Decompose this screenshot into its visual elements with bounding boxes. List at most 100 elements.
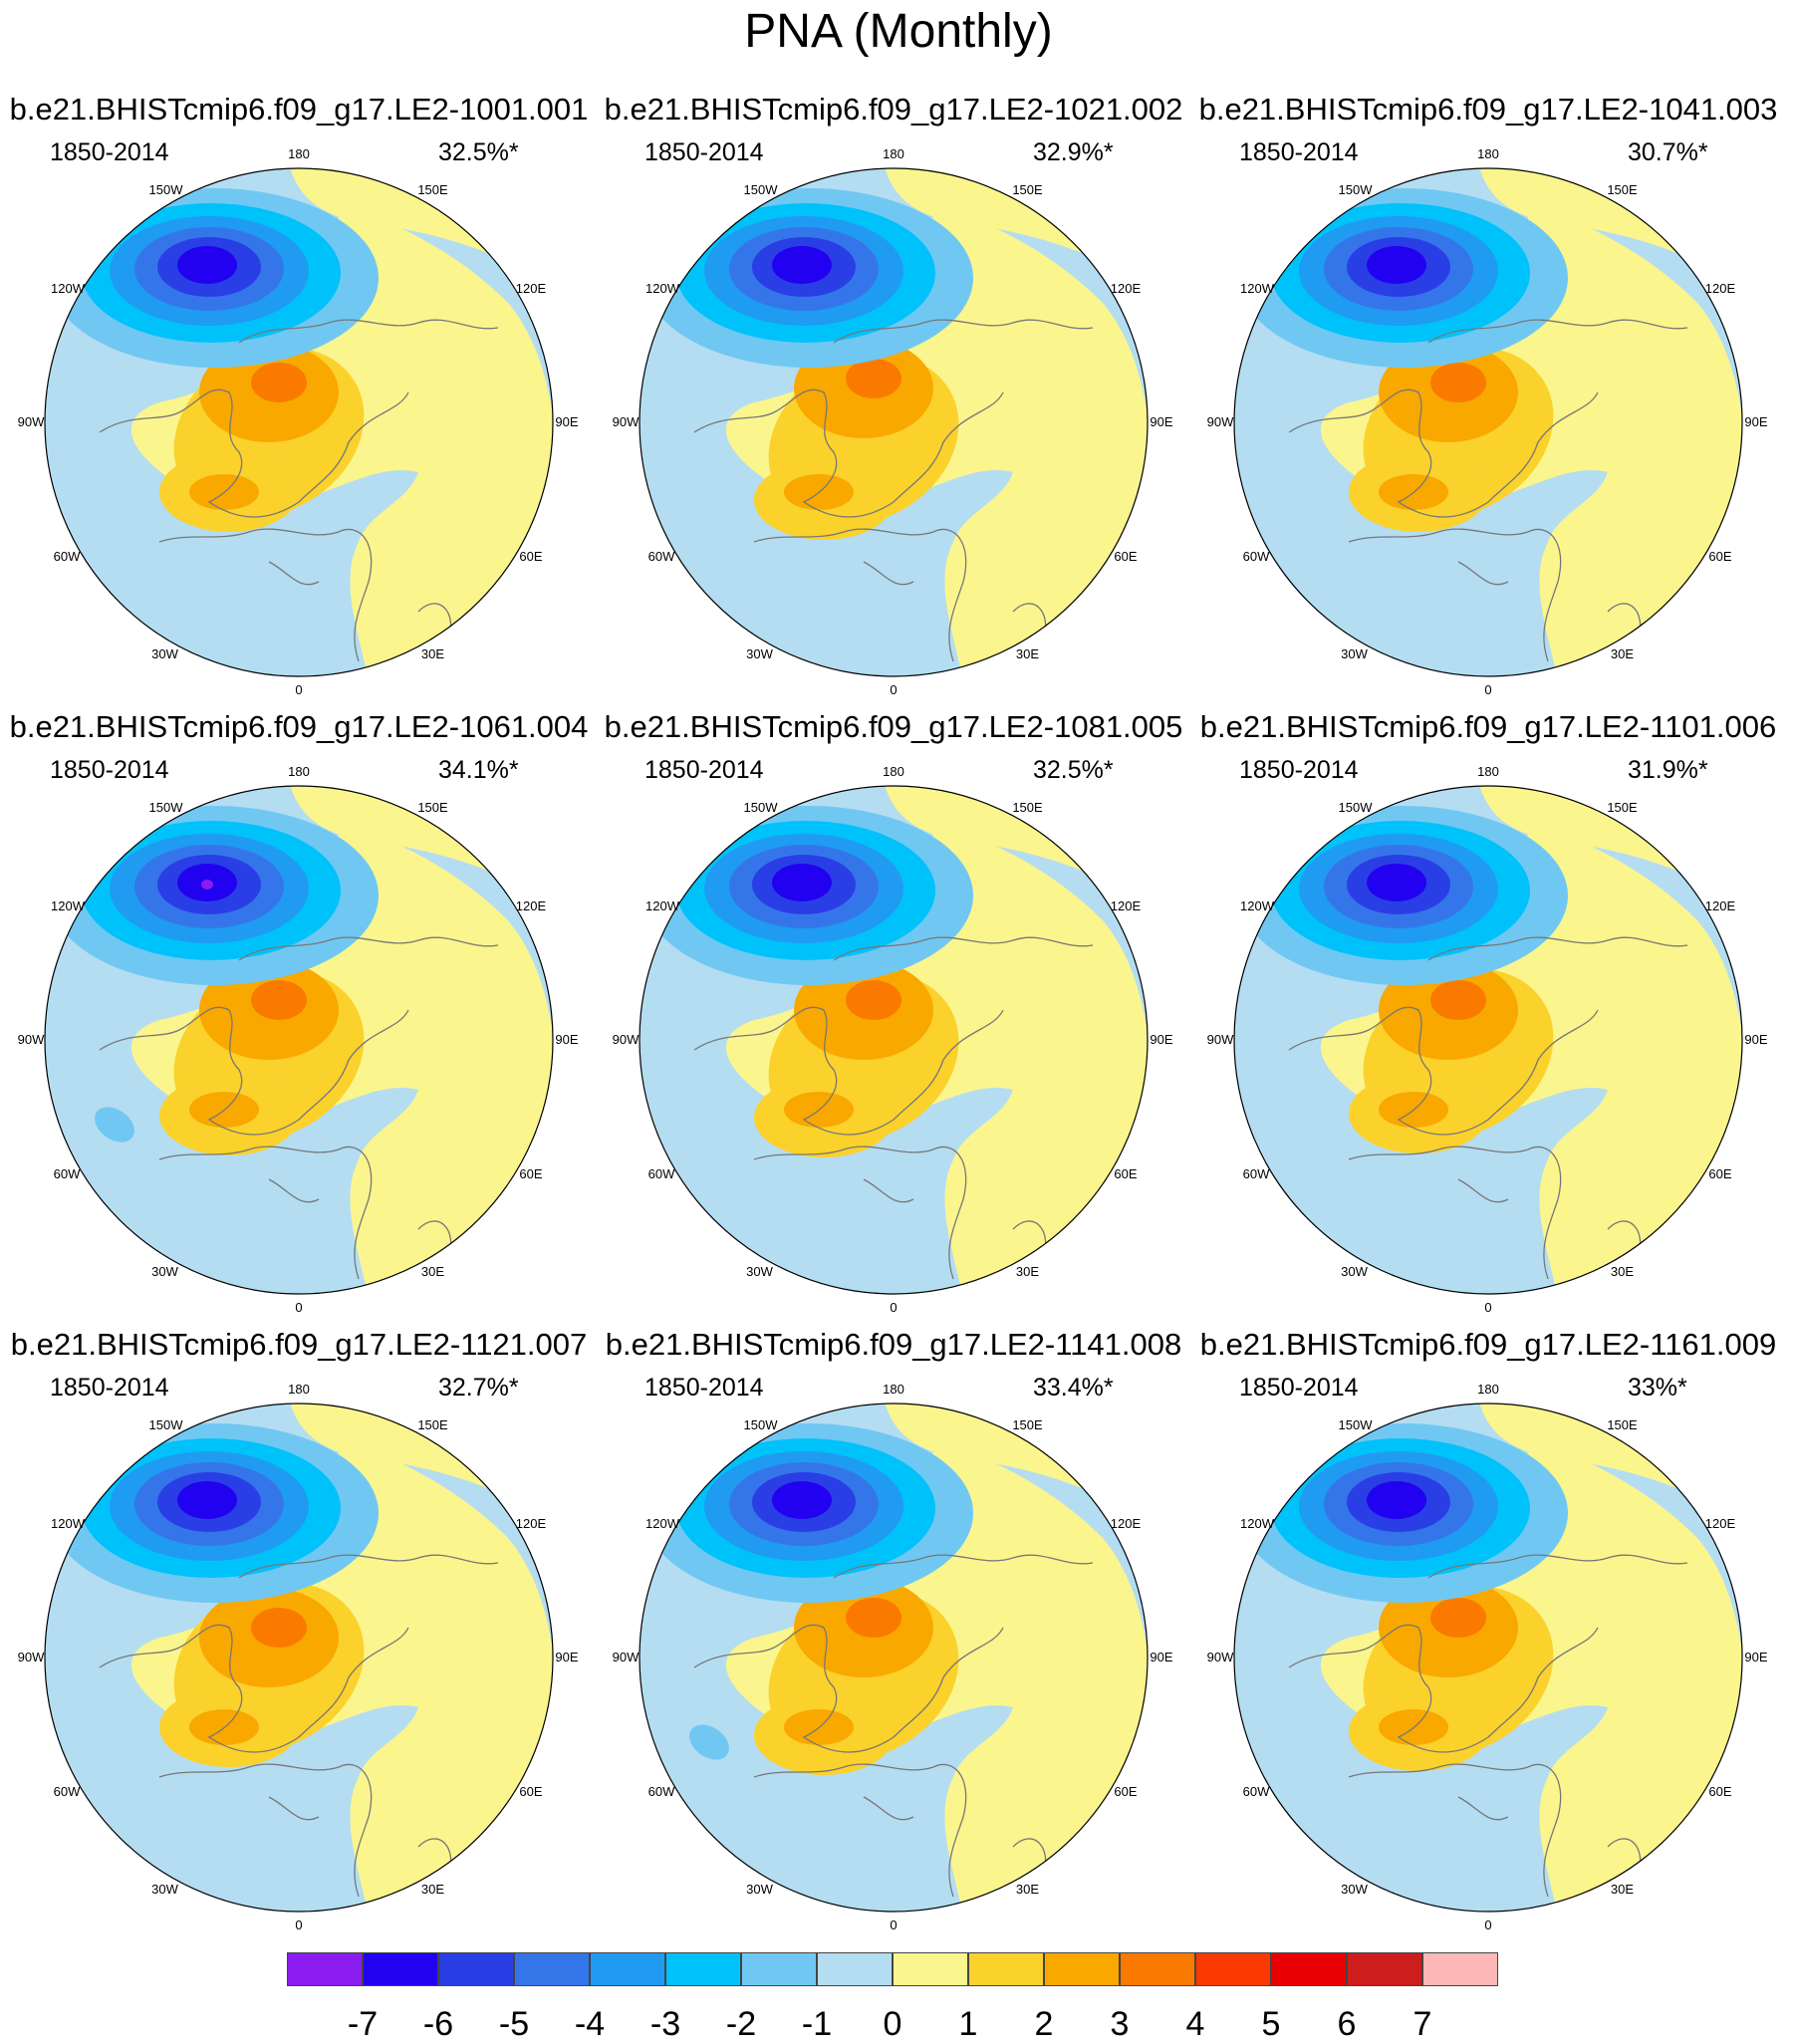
longitude-label: 30W [151,1263,178,1279]
longitude-label: 0 [890,1917,898,1932]
longitude-label: 30E [1610,1881,1635,1897]
longitude-label: 30E [420,645,445,661]
panel-variance-percent: 33%* [1628,1374,1687,1402]
polar-map [1233,785,1743,1295]
colorbar-swatch [968,1952,1044,1986]
map-panel: b.e21.BHISTcmip6.f09_g17.LE2-1141.008 185… [595,1325,1192,1942]
longitude-label: 120E [1110,280,1142,296]
longitude-label: 60E [519,1165,543,1181]
longitude-label: 90E [555,414,579,429]
contour-field [640,168,1148,676]
longitude-label: 150W [1338,1417,1373,1433]
longitude-label: 30W [151,645,178,661]
colorbar-tick-label: 7 [1412,2005,1432,2043]
longitude-label: 180 [288,146,310,161]
map-boundary [1233,167,1743,677]
colorbar-swatch [741,1952,817,1986]
coastlines [693,1554,1094,1898]
positive-region-4 [846,1598,901,1638]
longitude-label: 150E [1012,182,1043,198]
colorbar-tick-label: 5 [1261,2005,1281,2043]
positive-region-4 [1430,363,1486,402]
longitude-label: 180 [883,1382,904,1397]
longitude-label: 30E [1610,1263,1635,1279]
panel-period: 1850-2014 [644,1374,764,1402]
colorbar-tick-label: -7 [347,2005,379,2043]
panel-variance-percent: 34.1%* [438,756,519,784]
longitude-label: 120W [1240,280,1274,296]
longitude-label: 0 [1484,682,1492,697]
negative-region-7 [772,1481,832,1519]
longitude-label: 120E [1704,280,1736,296]
longitude-label: 60W [647,1783,675,1799]
longitude-label: 30W [1341,1263,1368,1279]
map-boundary [1233,1403,1743,1913]
colorbar-swatch [590,1952,665,1986]
longitude-label: 120E [515,897,547,913]
coastlines [99,1554,499,1898]
panel-variance-percent: 32.5%* [438,138,519,166]
polar-map [639,785,1149,1295]
negative-region-7 [1367,1481,1426,1519]
longitude-label: 90W [17,1032,45,1047]
longitude-label: 30E [1015,645,1040,661]
longitude-label: 0 [295,682,303,697]
coastlines [693,319,1094,662]
longitude-label: 150E [417,800,448,816]
negative-region-8 [201,880,213,890]
negative-region-7 [772,864,832,901]
panel-title: b.e21.BHISTcmip6.f09_g17.LE2-1081.005 [604,709,1183,744]
longitude-label: 150E [1607,800,1638,816]
longitude-label: 60E [519,1783,543,1799]
map-panel: b.e21.BHISTcmip6.f09_g17.LE2-1101.006 185… [1189,707,1787,1325]
main-title: PNA (Monthly) [744,5,1053,58]
map-boundary [44,785,554,1295]
panel-period: 1850-2014 [644,756,764,784]
panel-period: 1850-2014 [1239,756,1359,784]
positive-region-4 [251,1608,307,1648]
longitude-label: 150W [148,800,183,816]
longitude-label: 150E [1012,800,1043,816]
longitude-label: 0 [295,1917,303,1932]
colorbar-tick-label: -3 [649,2005,681,2043]
longitude-label: 90E [1744,1032,1768,1047]
longitude-label: 90E [1744,414,1768,429]
longitude-label: 60E [1708,548,1732,564]
negative-blob-atlantic [689,1724,729,1760]
longitude-label: 30W [1341,1881,1368,1897]
panel-variance-percent: 32.7%* [438,1374,519,1402]
colorbar-swatch [438,1952,514,1986]
longitude-label: 120W [1240,897,1274,913]
longitude-label: 150W [1338,182,1373,198]
positive-region-4 [251,363,307,402]
longitude-label: 60W [1242,1165,1270,1181]
longitude-label: 0 [1484,1917,1492,1932]
colorbar-swatch [363,1952,438,1986]
polar-map [44,1403,554,1913]
contour-field [1234,1404,1742,1912]
longitude-label: 30E [1015,1263,1040,1279]
contour-field [1234,168,1742,676]
positive-region-4 [1430,1598,1486,1638]
colorbar-tick-label: 6 [1337,2005,1357,2043]
longitude-label: 180 [1477,146,1499,161]
longitude-label: 90E [555,1650,579,1664]
map-boundary [639,785,1149,1295]
colorbar-tick-label: -4 [574,2005,606,2043]
positive-region-4 [1430,980,1486,1020]
panel-title: b.e21.BHISTcmip6.f09_g17.LE2-1061.004 [9,709,589,744]
longitude-label: 120W [645,897,679,913]
colorbar-swatch [893,1952,968,1986]
panel-title: b.e21.BHISTcmip6.f09_g17.LE2-1021.002 [604,92,1183,127]
colorbar-tick-label: -2 [725,2005,757,2043]
longitude-label: 0 [295,1300,303,1315]
map-panel: b.e21.BHISTcmip6.f09_g17.LE2-1081.005 185… [595,707,1192,1325]
panel-title: b.e21.BHISTcmip6.f09_g17.LE2-1001.001 [9,92,589,127]
negative-region-7 [1367,246,1426,284]
longitude-label: 120W [51,1515,85,1531]
colorbar-swatch [1347,1952,1422,1986]
longitude-label: 120W [645,280,679,296]
longitude-label: 150W [743,1417,778,1433]
map-boundary [639,1403,1149,1913]
map-boundary [44,1403,554,1913]
